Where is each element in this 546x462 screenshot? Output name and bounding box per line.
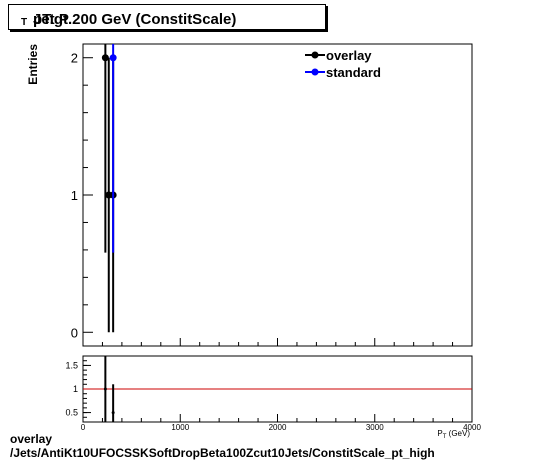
footer-line1: overlay xyxy=(10,432,53,446)
legend-label-overlay: overlay xyxy=(326,48,372,63)
x-tick-label: 4000 xyxy=(463,423,481,432)
data-point-overlay xyxy=(101,54,109,62)
x-tick-label: 1000 xyxy=(171,423,189,432)
main-frame xyxy=(82,43,473,347)
y-tick-label: 2 xyxy=(71,51,78,66)
main-panel: 0 1 2 Entries overlay standard xyxy=(26,43,473,347)
x-tick-label: 3000 xyxy=(366,423,384,432)
ratio-data-point xyxy=(111,411,115,415)
chart-title: Jet P T pT.gt.200 GeV (ConstitScale) xyxy=(8,4,326,30)
title-main: Jet P xyxy=(33,11,69,28)
ratio-data-point xyxy=(103,387,107,391)
ratio-y-tick-label: 0.5 xyxy=(65,408,78,418)
x-axis-label: PT (GeV) xyxy=(437,429,470,440)
x-tick-label: 0 xyxy=(81,423,86,432)
title-subscript: T xyxy=(21,17,28,28)
y-tick-label: 0 xyxy=(71,325,78,340)
y-axis-label: Entries xyxy=(26,44,40,85)
legend-label-standard: standard xyxy=(326,65,381,80)
footer-line2: /Jets/AntiKt10UFOCSSKSoftDropBeta100Zcut… xyxy=(10,446,435,460)
ratio-y-tick-label: 1 xyxy=(73,384,78,394)
legend-marker xyxy=(311,51,319,59)
ratio-y-tick-label: 1.5 xyxy=(65,360,78,370)
x-tick-label: 2000 xyxy=(269,423,287,432)
title-rest: pT.gt.200 GeV (ConstitScale) xyxy=(33,11,237,28)
y-tick-label: 1 xyxy=(71,188,78,203)
data-point-standard xyxy=(109,54,117,62)
legend-marker xyxy=(311,68,319,76)
